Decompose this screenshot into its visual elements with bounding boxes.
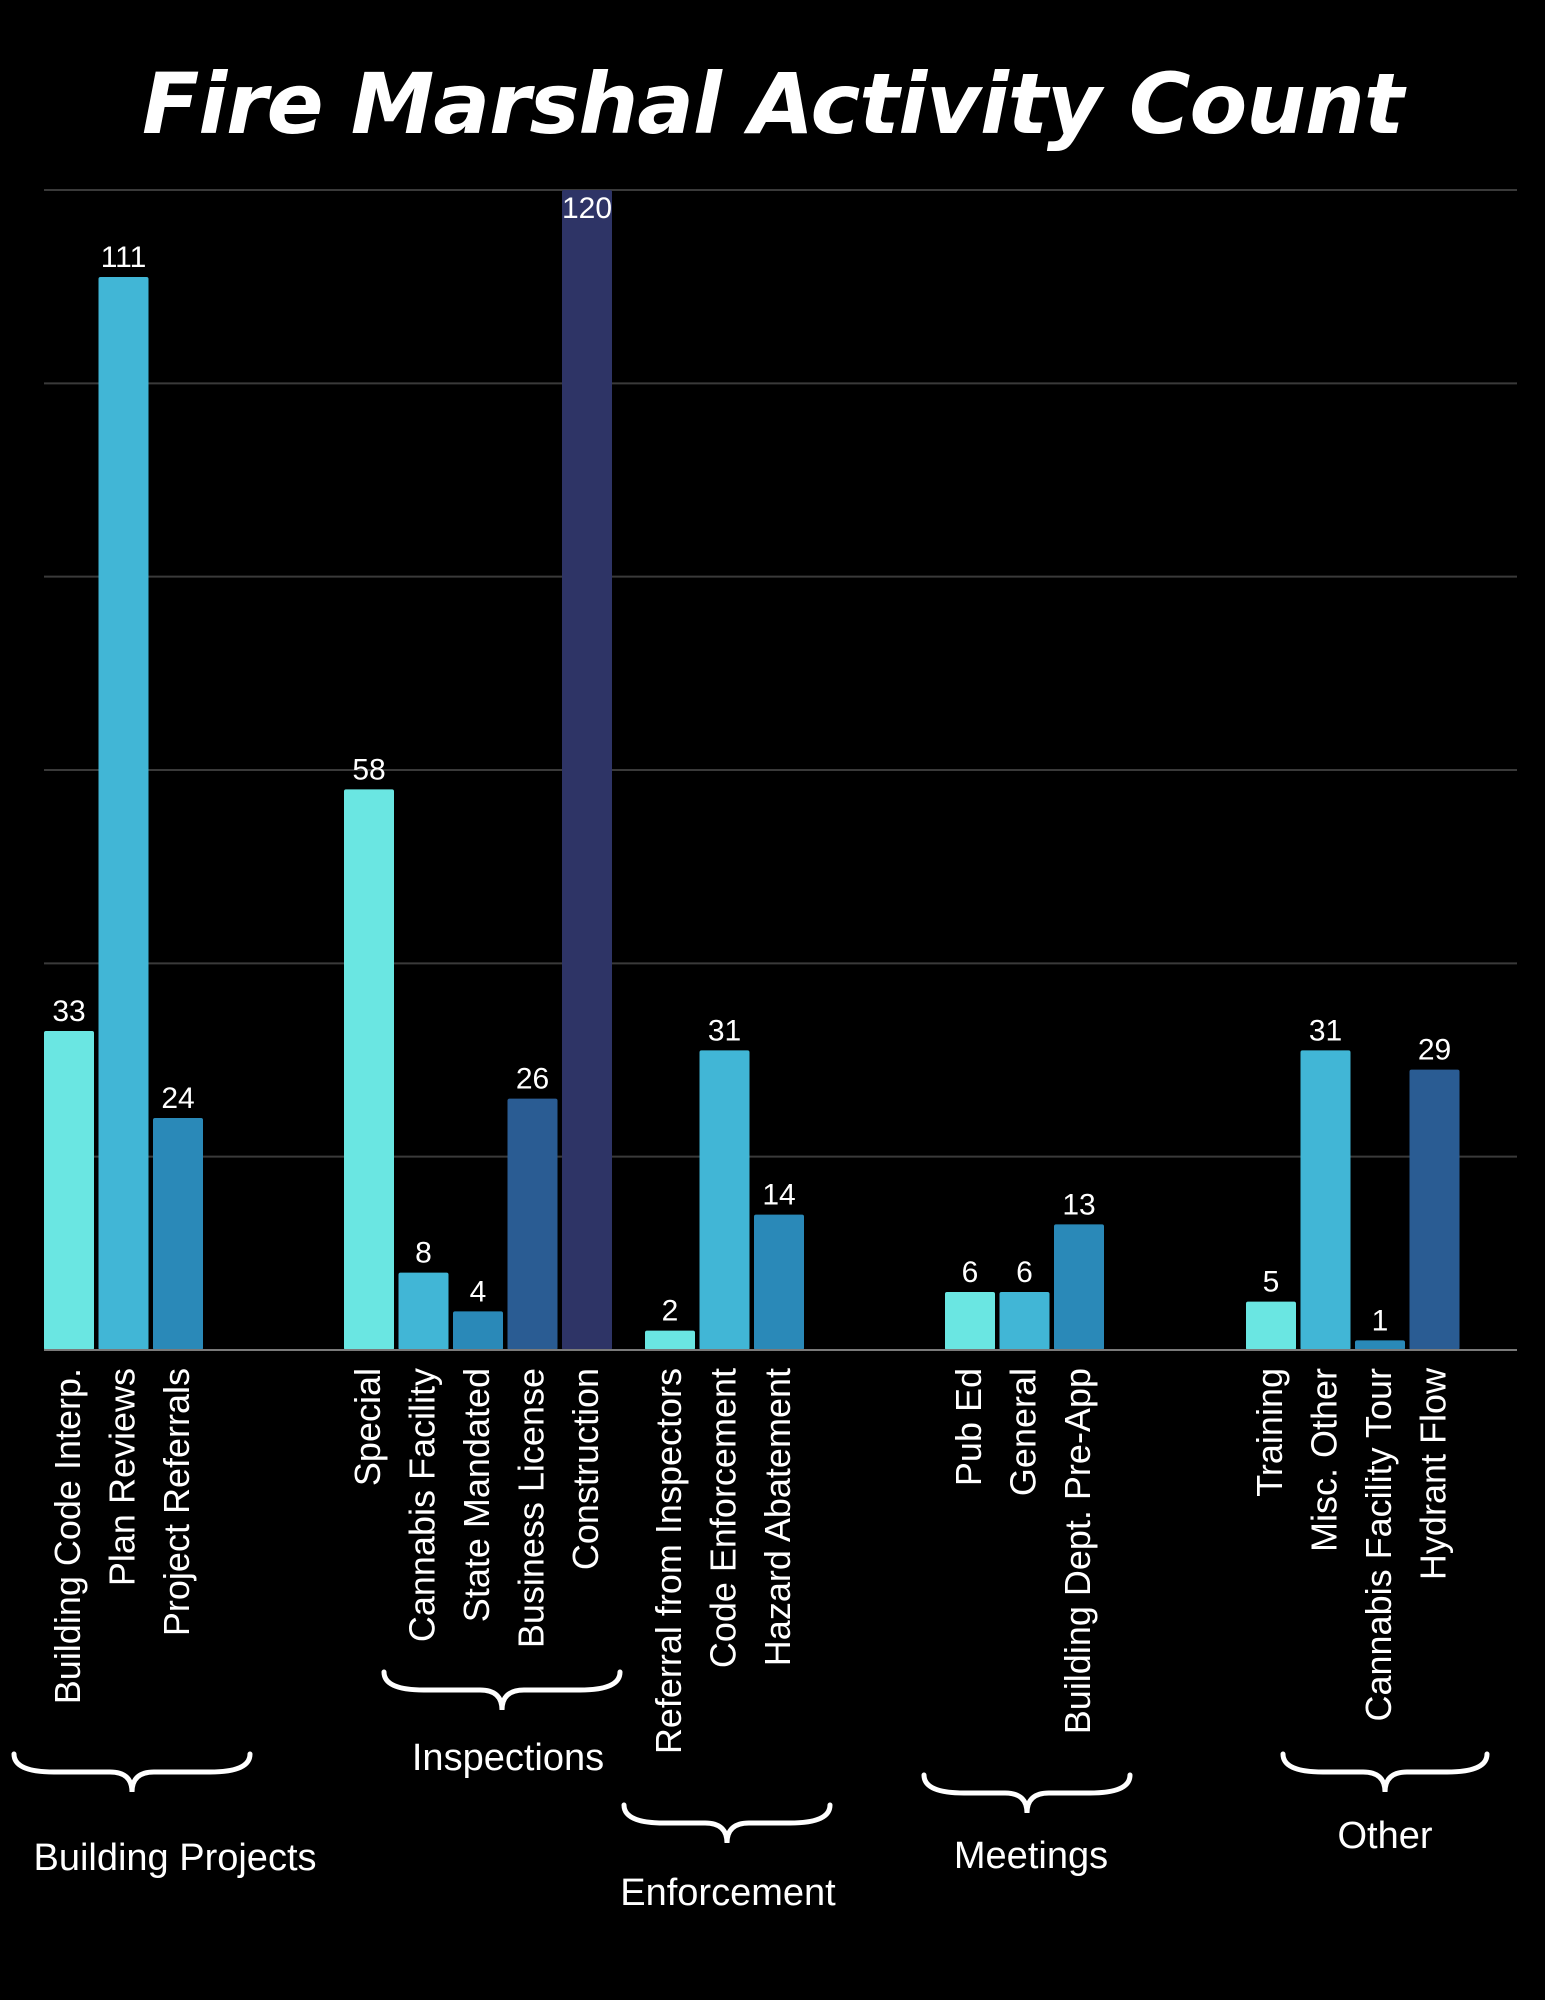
category-label-plan-reviews: Plan Reviews	[102, 1368, 143, 1586]
category-label-training: Training	[1249, 1368, 1290, 1497]
category-label-business-license: Business License	[511, 1368, 552, 1648]
value-label-building-code-interp: 33	[52, 995, 85, 1028]
value-label-hydrant-flow: 29	[1418, 1034, 1451, 1067]
bar-cannabis-facility	[398, 1272, 449, 1350]
bar-building-code-interp	[44, 1031, 94, 1350]
category-label-special: Special	[347, 1368, 388, 1486]
group-brace-building-projects	[11, 1751, 253, 1793]
category-label-hazard-abatement: Hazard Abatement	[757, 1368, 798, 1666]
value-label-cannabis-facility-tour: 1	[1372, 1304, 1389, 1337]
value-labels: 33 111 24 58 8 4 26 120 2 31 14 6 6 13 5 31 1 29	[52, 192, 1451, 1337]
category-label-cannabis-facility-tour: Cannabis Facility Tour	[1358, 1368, 1399, 1722]
bar-building-dept-pre-app	[1054, 1224, 1104, 1350]
category-label-pub-ed: Pub Ed	[948, 1368, 989, 1486]
group-label-inspections: Inspections	[412, 1737, 604, 1779]
value-label-construction: 120	[562, 192, 612, 225]
category-label-hydrant-flow: Hydrant Flow	[1413, 1367, 1454, 1580]
bar-training	[1246, 1301, 1296, 1350]
value-label-cannabis-facility: 8	[415, 1237, 432, 1270]
group-label-enforcement: Enforcement	[620, 1872, 836, 1914]
category-label-referral-from-inspectors: Referral from Inspectors	[648, 1368, 689, 1754]
category-labels: Building Code Interp. Plan Reviews Project…	[47, 1367, 1454, 1754]
category-label-cannabis-facility: Cannabis Facility	[402, 1368, 443, 1642]
value-label-plan-reviews: 111	[101, 241, 147, 274]
value-label-business-license: 26	[516, 1063, 549, 1096]
bar-misc-other	[1300, 1050, 1351, 1350]
bar-hydrant-flow	[1409, 1069, 1460, 1350]
bar-general	[999, 1292, 1050, 1350]
value-label-misc-other: 31	[1309, 1014, 1342, 1047]
group-label-meetings: Meetings	[954, 1835, 1108, 1877]
value-label-training: 5	[1263, 1266, 1280, 1299]
bar-business-license	[507, 1098, 558, 1350]
bar-plan-reviews	[98, 277, 149, 1350]
group-brace-enforcement	[621, 1802, 833, 1844]
category-label-building-dept-pre-app: Building Dept. Pre-App	[1057, 1368, 1098, 1734]
bar-hazard-abatement	[754, 1214, 804, 1350]
group-brace-meetings	[921, 1772, 1133, 1814]
bar-project-referrals	[153, 1118, 203, 1350]
category-label-building-code-interp: Building Code Interp.	[47, 1368, 88, 1704]
category-label-general: General	[1003, 1368, 1044, 1496]
category-label-state-mandated: State Mandated	[456, 1368, 497, 1622]
value-label-pub-ed: 6	[962, 1256, 979, 1289]
value-label-general: 6	[1016, 1256, 1033, 1289]
group-labels: Building Projects Inspections Enforcement M…	[11, 1669, 1490, 1914]
category-label-misc-other: Misc. Other	[1304, 1368, 1345, 1552]
bar-cannabis-facility-tour	[1355, 1340, 1405, 1350]
group-brace-inspections	[381, 1669, 623, 1711]
value-label-state-mandated: 4	[470, 1275, 487, 1308]
value-label-code-enforcement: 31	[708, 1014, 741, 1047]
group-brace-other	[1280, 1751, 1490, 1793]
value-label-building-dept-pre-app: 13	[1062, 1188, 1095, 1221]
bar-state-mandated	[453, 1311, 503, 1350]
category-label-project-referrals: Project Referrals	[156, 1368, 197, 1636]
value-label-hazard-abatement: 14	[762, 1179, 795, 1212]
gridlines	[44, 189, 1517, 1158]
bar-pub-ed	[945, 1292, 995, 1350]
chart-title: Fire Marshal Activity Count	[141, 55, 1404, 153]
category-label-construction: Construction	[565, 1368, 606, 1570]
group-label-building-projects: Building Projects	[33, 1837, 316, 1879]
bar-referral-from-inspectors	[645, 1330, 695, 1350]
bar-code-enforcement	[699, 1050, 750, 1350]
bars	[44, 190, 1460, 1350]
category-label-code-enforcement: Code Enforcement	[703, 1368, 744, 1668]
bar-construction	[562, 190, 612, 1350]
group-label-other: Other	[1337, 1815, 1432, 1857]
value-label-project-referrals: 24	[161, 1082, 194, 1115]
bar-special	[344, 789, 394, 1350]
value-label-special: 58	[352, 753, 385, 786]
value-label-referral-from-inspectors: 2	[662, 1295, 679, 1328]
